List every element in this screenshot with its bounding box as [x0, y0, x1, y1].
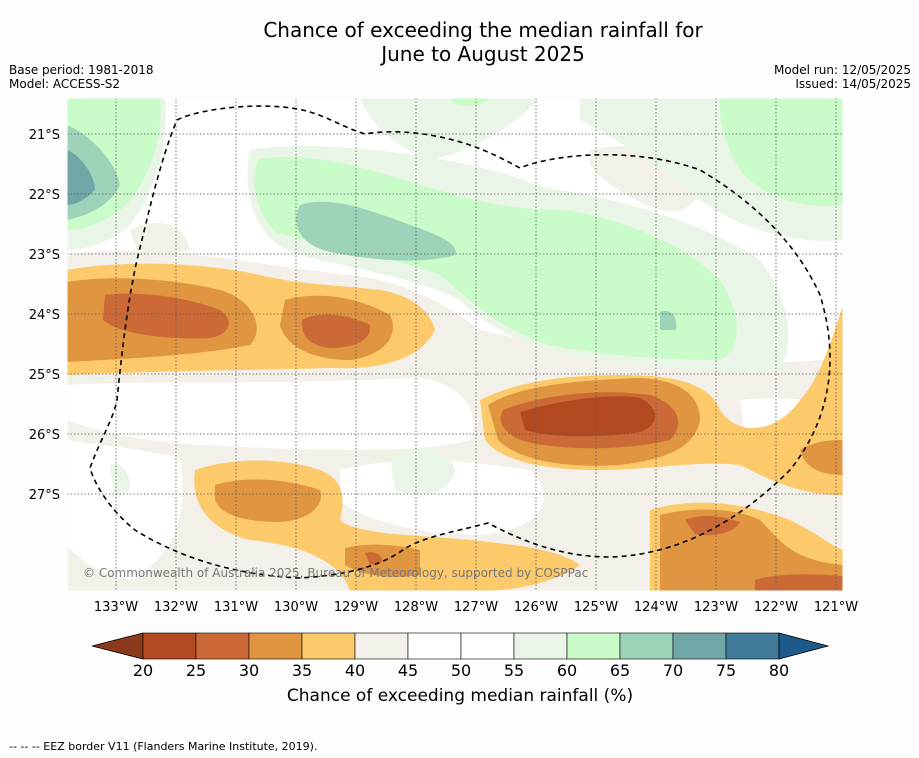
colorbar-tick: 70 — [663, 661, 683, 680]
field-60-65-top — [450, 98, 490, 106]
field-25-30-central — [301, 314, 371, 348]
lat-label: 27°S — [29, 488, 60, 503]
colorbar-swatch — [725, 632, 780, 660]
lon-label: 131°W — [214, 600, 258, 615]
colorbar-swatch — [407, 632, 462, 660]
eez-border — [89, 105, 831, 579]
gridlines — [67, 98, 843, 591]
colorbar: 20 25 30 35 40 45 50 55 60 65 70 75 80 — [91, 632, 830, 680]
colorbar-tick: 75 — [716, 661, 736, 680]
colorbar-tick: 60 — [557, 661, 577, 680]
field-65-70-spot — [660, 310, 677, 330]
colorbar-swatch — [248, 632, 303, 660]
base-period: Base period: 1981-2018 — [9, 63, 154, 77]
colorbar-tick: 45 — [398, 661, 418, 680]
title-line-1: Chance of exceeding the median rainfall … — [263, 18, 703, 42]
eez-footnote: -- -- -- EEZ border V11 (Flanders Marine… — [9, 740, 318, 753]
field-20-25-east — [520, 396, 655, 437]
lat-label: 24°S — [29, 308, 60, 323]
colorbar-low-extend — [91, 632, 144, 660]
lon-label: 123°W — [694, 600, 738, 615]
lon-label: 127°W — [454, 600, 498, 615]
issued-date: Issued: 14/05/2025 — [795, 77, 911, 91]
field-45-55-gap-southwest — [67, 440, 183, 580]
colorbar-high-extend — [778, 632, 830, 660]
map-frame — [66, 97, 844, 592]
colorbar-tick: 35 — [292, 661, 312, 680]
lon-label: 124°W — [634, 600, 678, 615]
field-40-45-northwest — [130, 222, 190, 258]
lat-label: 26°S — [29, 428, 60, 443]
lon-label: 125°W — [574, 600, 618, 615]
model-name: Model: ACCESS-S2 — [9, 77, 121, 91]
field-45-55-gap-southcentral — [340, 460, 544, 535]
field-45-55-gap-south — [67, 378, 474, 450]
colorbar-swatch — [619, 632, 674, 660]
rainfall-map: © Commonwealth of Australia 2025, Bureau… — [29, 97, 858, 680]
colorbar-swatch — [142, 632, 197, 660]
colorbar-swatch — [195, 632, 250, 660]
meta-right: Model run: 12/05/2025 Issued: 14/05/2025 — [774, 63, 911, 91]
lon-label: 133°W — [94, 600, 138, 615]
field-70-75-northwest — [67, 150, 95, 205]
colorbar-swatch — [301, 632, 356, 660]
lat-label: 23°S — [29, 248, 60, 263]
colorbar-tick: 30 — [239, 661, 259, 680]
colorbar-tick: 55 — [504, 661, 524, 680]
lat-label: 22°S — [29, 188, 60, 203]
field-60-65-northeast — [719, 98, 843, 206]
lon-label: 129°W — [334, 600, 378, 615]
colorbar-tick: 50 — [451, 661, 471, 680]
map-fields — [67, 98, 843, 591]
meta-left: Base period: 1981-2018 Model: ACCESS-S2 — [9, 63, 154, 91]
lon-label: 121°W — [814, 600, 858, 615]
copyright-text: © Commonwealth of Australia 2025, Bureau… — [83, 566, 588, 580]
lon-label: 122°W — [754, 600, 798, 615]
field-55-60-topcentre — [360, 98, 540, 160]
field-60-65-north — [254, 156, 737, 360]
field-55-60-south — [390, 447, 455, 495]
lat-label: 25°S — [29, 368, 60, 383]
lon-label: 126°W — [514, 600, 558, 615]
colorbar-swatch — [513, 632, 568, 660]
colorbar-tick: 25 — [186, 661, 206, 680]
lon-label: 128°W — [394, 600, 438, 615]
colorbar-swatch — [566, 632, 621, 660]
model-run: Model run: 12/05/2025 — [773, 63, 911, 77]
colorbar-label: Chance of exceeding median rainfall (%) — [286, 686, 634, 706]
colorbar-swatch — [460, 632, 515, 660]
colorbar-tick: 40 — [345, 661, 365, 680]
field-30-35-east-edge — [800, 440, 843, 475]
field-55-60-southwest — [110, 463, 130, 500]
colorbar-swatch — [672, 632, 727, 660]
lon-label: 132°W — [154, 600, 198, 615]
latitude-labels: 21°S 22°S 23°S 24°S 25°S 26°S 27°S — [29, 128, 60, 503]
lon-label: 130°W — [274, 600, 318, 615]
field-25-30-west — [103, 293, 229, 339]
colorbar-tick: 65 — [610, 661, 630, 680]
colorbar-swatch — [354, 632, 409, 660]
colorbar-tick: 80 — [769, 661, 789, 680]
field-30-35-southwest — [215, 479, 321, 522]
colorbar-tick: 20 — [133, 661, 153, 680]
field-25-30-south — [365, 552, 383, 565]
field-25-30-southeast-edge — [755, 574, 843, 591]
title-line-2: June to August 2025 — [381, 42, 585, 66]
map-title: Chance of exceeding the median rainfall … — [0, 18, 919, 66]
field-30-35-south — [345, 544, 420, 577]
longitude-labels: 133°W 132°W 131°W 130°W 129°W 128°W 127°W 126°W… — [94, 600, 858, 615]
lat-label: 21°S — [29, 128, 60, 143]
